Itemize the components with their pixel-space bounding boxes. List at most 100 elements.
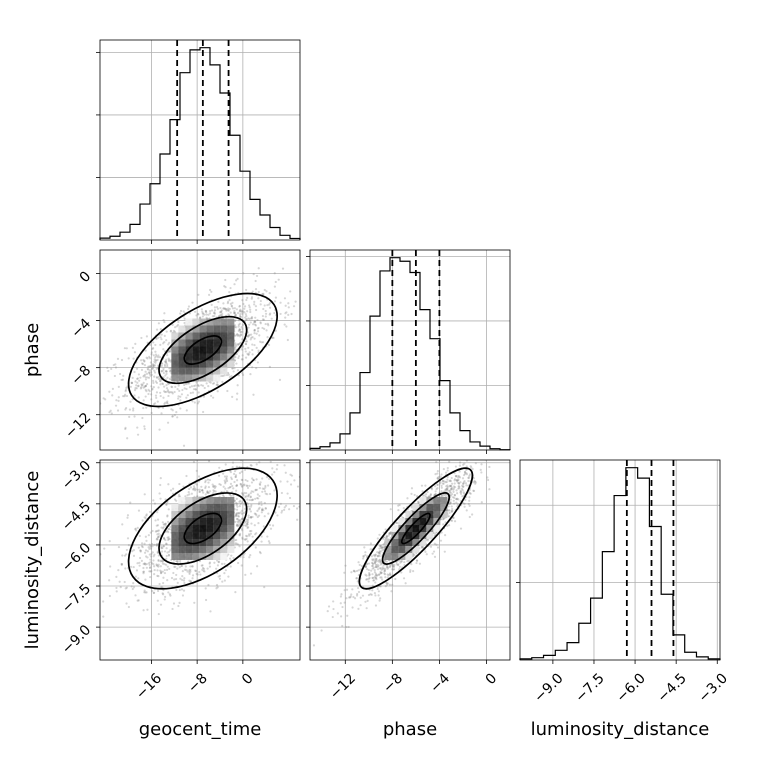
sample-point (163, 320, 166, 324)
sample-point (243, 483, 246, 486)
density-cell (220, 353, 228, 361)
sample-point (249, 554, 252, 557)
sample-point (175, 588, 178, 592)
sample-point (382, 548, 385, 551)
sample-point (152, 559, 155, 562)
sample-point (159, 483, 162, 487)
sample-point (141, 362, 144, 366)
sample-point (188, 487, 191, 491)
sample-point (374, 553, 377, 556)
sample-point (384, 567, 387, 570)
sample-point (169, 391, 172, 394)
sample-point (183, 581, 186, 585)
sample-point (240, 527, 243, 530)
sample-point (223, 374, 226, 377)
sample-point (365, 563, 368, 566)
sample-point (139, 549, 142, 552)
sample-point (152, 403, 155, 406)
sample-point (452, 487, 455, 490)
sample-point (144, 370, 147, 373)
sample-point (178, 566, 181, 569)
sample-point (214, 490, 217, 493)
sample-point (449, 498, 452, 501)
sample-point (426, 490, 429, 494)
sample-point (152, 363, 155, 366)
sample-point (417, 501, 420, 504)
density-cell (171, 353, 179, 361)
sample-point (153, 553, 156, 556)
sample-point (486, 478, 490, 482)
sample-point (147, 546, 150, 549)
sample-point (156, 551, 159, 554)
sample-point (134, 527, 137, 530)
sample-point (165, 503, 168, 506)
sample-point (87, 573, 89, 575)
sample-point (228, 493, 231, 496)
sample-point (234, 313, 237, 317)
sample-point (237, 512, 240, 515)
sample-point (202, 312, 205, 315)
sample-point (125, 394, 129, 398)
sample-point (285, 311, 288, 314)
sample-point (110, 367, 113, 371)
sample-point (183, 387, 186, 390)
sample-point (379, 544, 382, 548)
density-cell (178, 367, 186, 375)
sample-point (139, 549, 142, 552)
sample-point (150, 373, 153, 376)
density-cell (213, 524, 221, 532)
sample-point (239, 312, 242, 316)
sample-point (276, 514, 279, 517)
sample-point (156, 524, 160, 527)
sample-point (159, 343, 162, 346)
sample-point (166, 365, 169, 368)
sample-point (114, 363, 117, 366)
sample-point (149, 555, 153, 558)
sample-point (268, 313, 271, 316)
sample-point (371, 564, 374, 568)
sample-point (168, 358, 171, 361)
sample-point (383, 569, 387, 572)
sample-point (313, 301, 315, 303)
sample-point (136, 377, 139, 380)
sample-point (205, 311, 208, 314)
sample-point (248, 306, 251, 309)
sample-point (262, 292, 265, 295)
sample-point (157, 565, 160, 568)
sample-point (247, 353, 250, 357)
sample-point (501, 441, 503, 443)
sample-point (410, 492, 413, 496)
sample-point (253, 337, 256, 340)
density-cell (178, 531, 186, 539)
sample-point (255, 463, 258, 466)
sample-point (450, 519, 454, 522)
sample-point (271, 467, 274, 470)
sample-point (265, 476, 269, 479)
density-cell (227, 531, 235, 539)
sample-point (143, 363, 147, 367)
sample-point (459, 527, 463, 530)
sample-point (365, 574, 368, 577)
sample-point (450, 486, 454, 489)
density-cell (192, 524, 200, 532)
sample-point (246, 479, 249, 483)
sample-point (384, 560, 387, 563)
sample-point (240, 484, 243, 487)
sample-point (149, 343, 152, 347)
sample-point (385, 582, 388, 585)
sample-point (175, 411, 178, 414)
sample-point (223, 285, 226, 288)
sample-point (213, 486, 216, 490)
sample-point (448, 484, 452, 487)
sample-point (241, 358, 244, 361)
sample-point (370, 593, 373, 596)
sample-point (176, 387, 179, 391)
sample-point (447, 509, 450, 512)
sample-point (378, 547, 381, 550)
sample-point (196, 488, 199, 491)
sample-point (193, 487, 196, 490)
sample-point (249, 515, 253, 519)
sample-point (143, 374, 146, 377)
sample-point (218, 574, 222, 577)
sample-point (380, 576, 383, 579)
